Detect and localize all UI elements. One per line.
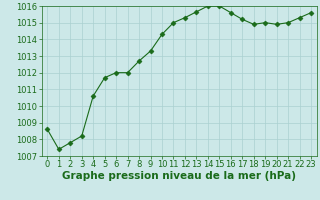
X-axis label: Graphe pression niveau de la mer (hPa): Graphe pression niveau de la mer (hPa) [62, 171, 296, 181]
